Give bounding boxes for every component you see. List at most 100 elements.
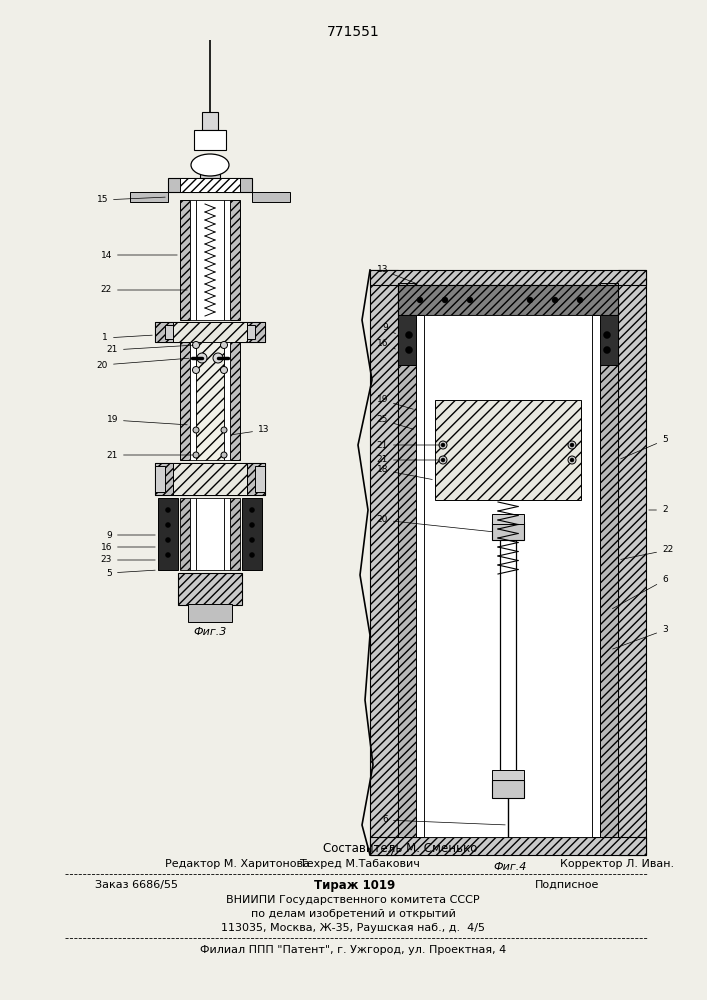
- Bar: [196, 200, 224, 320]
- Circle shape: [604, 347, 611, 354]
- Text: 6: 6: [382, 816, 506, 825]
- Bar: [155, 322, 173, 342]
- Text: Фиг.3: Фиг.3: [193, 627, 227, 637]
- Bar: [398, 283, 416, 837]
- Bar: [230, 342, 240, 460]
- Circle shape: [197, 353, 207, 363]
- Circle shape: [406, 332, 412, 338]
- Text: Техред М.Табакович: Техред М.Табакович: [300, 859, 420, 869]
- Bar: [370, 270, 646, 285]
- Circle shape: [442, 297, 448, 303]
- Bar: [155, 322, 265, 342]
- Circle shape: [165, 508, 170, 512]
- Circle shape: [441, 443, 445, 447]
- Bar: [416, 315, 424, 837]
- Text: 9: 9: [106, 530, 156, 540]
- Text: 113035, Москва, Ж-35, Раушская наб., д.  4/5: 113035, Москва, Ж-35, Раушская наб., д. …: [221, 923, 485, 933]
- Circle shape: [406, 347, 412, 354]
- Bar: [398, 315, 420, 365]
- Text: 14: 14: [100, 250, 177, 259]
- Ellipse shape: [191, 154, 229, 176]
- Circle shape: [577, 297, 583, 303]
- Bar: [155, 466, 165, 492]
- Bar: [180, 200, 190, 320]
- Text: 771551: 771551: [327, 25, 380, 39]
- Text: 21: 21: [107, 345, 193, 355]
- Text: ВНИИПИ Государственного комитета СССР: ВНИИПИ Государственного комитета СССР: [226, 895, 480, 905]
- Bar: [230, 200, 240, 320]
- Bar: [178, 573, 242, 605]
- Text: 22: 22: [621, 546, 673, 559]
- Bar: [424, 315, 592, 837]
- Text: 1: 1: [103, 334, 152, 342]
- Bar: [247, 463, 265, 495]
- Bar: [190, 498, 196, 570]
- Bar: [168, 178, 252, 192]
- Circle shape: [165, 538, 170, 542]
- Circle shape: [221, 427, 227, 433]
- Bar: [180, 342, 190, 460]
- Text: 23: 23: [100, 556, 156, 564]
- Text: 20: 20: [377, 516, 492, 532]
- Text: 3: 3: [612, 626, 667, 649]
- Text: 5: 5: [106, 568, 156, 578]
- Bar: [196, 342, 224, 460]
- Bar: [200, 164, 220, 178]
- Text: 20: 20: [97, 358, 189, 369]
- Text: Составитель М. Сменько: Составитель М. Сменько: [323, 842, 477, 854]
- Text: Подписное: Подписное: [535, 880, 600, 890]
- Bar: [188, 604, 232, 622]
- Text: 25: 25: [377, 416, 414, 429]
- Bar: [173, 322, 247, 342]
- Circle shape: [441, 458, 445, 462]
- Circle shape: [604, 332, 611, 338]
- Bar: [158, 498, 178, 570]
- Text: 22: 22: [101, 286, 187, 294]
- Circle shape: [165, 522, 170, 528]
- Bar: [165, 325, 173, 339]
- Bar: [130, 192, 168, 202]
- Circle shape: [250, 552, 255, 558]
- Circle shape: [417, 297, 423, 303]
- Text: 2: 2: [649, 506, 667, 514]
- Text: 9: 9: [382, 324, 395, 334]
- Text: 21: 21: [107, 450, 193, 460]
- Bar: [370, 270, 398, 855]
- Circle shape: [192, 342, 199, 349]
- Text: 16: 16: [100, 542, 156, 552]
- Bar: [155, 463, 173, 495]
- Circle shape: [165, 552, 170, 558]
- Circle shape: [192, 366, 199, 373]
- Bar: [618, 270, 646, 855]
- Circle shape: [439, 456, 447, 464]
- Text: 5: 5: [621, 436, 667, 459]
- Text: Редактор М. Харитонова: Редактор М. Харитонова: [165, 859, 310, 869]
- Bar: [224, 498, 230, 570]
- Bar: [190, 342, 196, 460]
- Circle shape: [221, 342, 228, 349]
- Text: 13: 13: [377, 265, 417, 284]
- Bar: [435, 400, 581, 500]
- Text: Тираж 1019: Тираж 1019: [315, 879, 396, 892]
- Bar: [224, 200, 230, 320]
- Circle shape: [213, 353, 223, 363]
- Bar: [194, 130, 226, 150]
- Circle shape: [568, 441, 576, 449]
- Bar: [252, 192, 290, 202]
- Bar: [180, 498, 190, 570]
- Bar: [600, 283, 618, 837]
- Circle shape: [467, 297, 473, 303]
- Text: 19: 19: [377, 395, 414, 409]
- Circle shape: [552, 297, 558, 303]
- Circle shape: [439, 441, 447, 449]
- Bar: [398, 285, 618, 315]
- Bar: [370, 837, 646, 855]
- Circle shape: [250, 538, 255, 542]
- Bar: [204, 354, 216, 362]
- Bar: [247, 322, 265, 342]
- Bar: [492, 514, 524, 524]
- Text: 15: 15: [96, 196, 165, 205]
- Bar: [255, 466, 265, 492]
- Circle shape: [221, 366, 228, 373]
- Text: Фиг.4: Фиг.4: [493, 862, 527, 872]
